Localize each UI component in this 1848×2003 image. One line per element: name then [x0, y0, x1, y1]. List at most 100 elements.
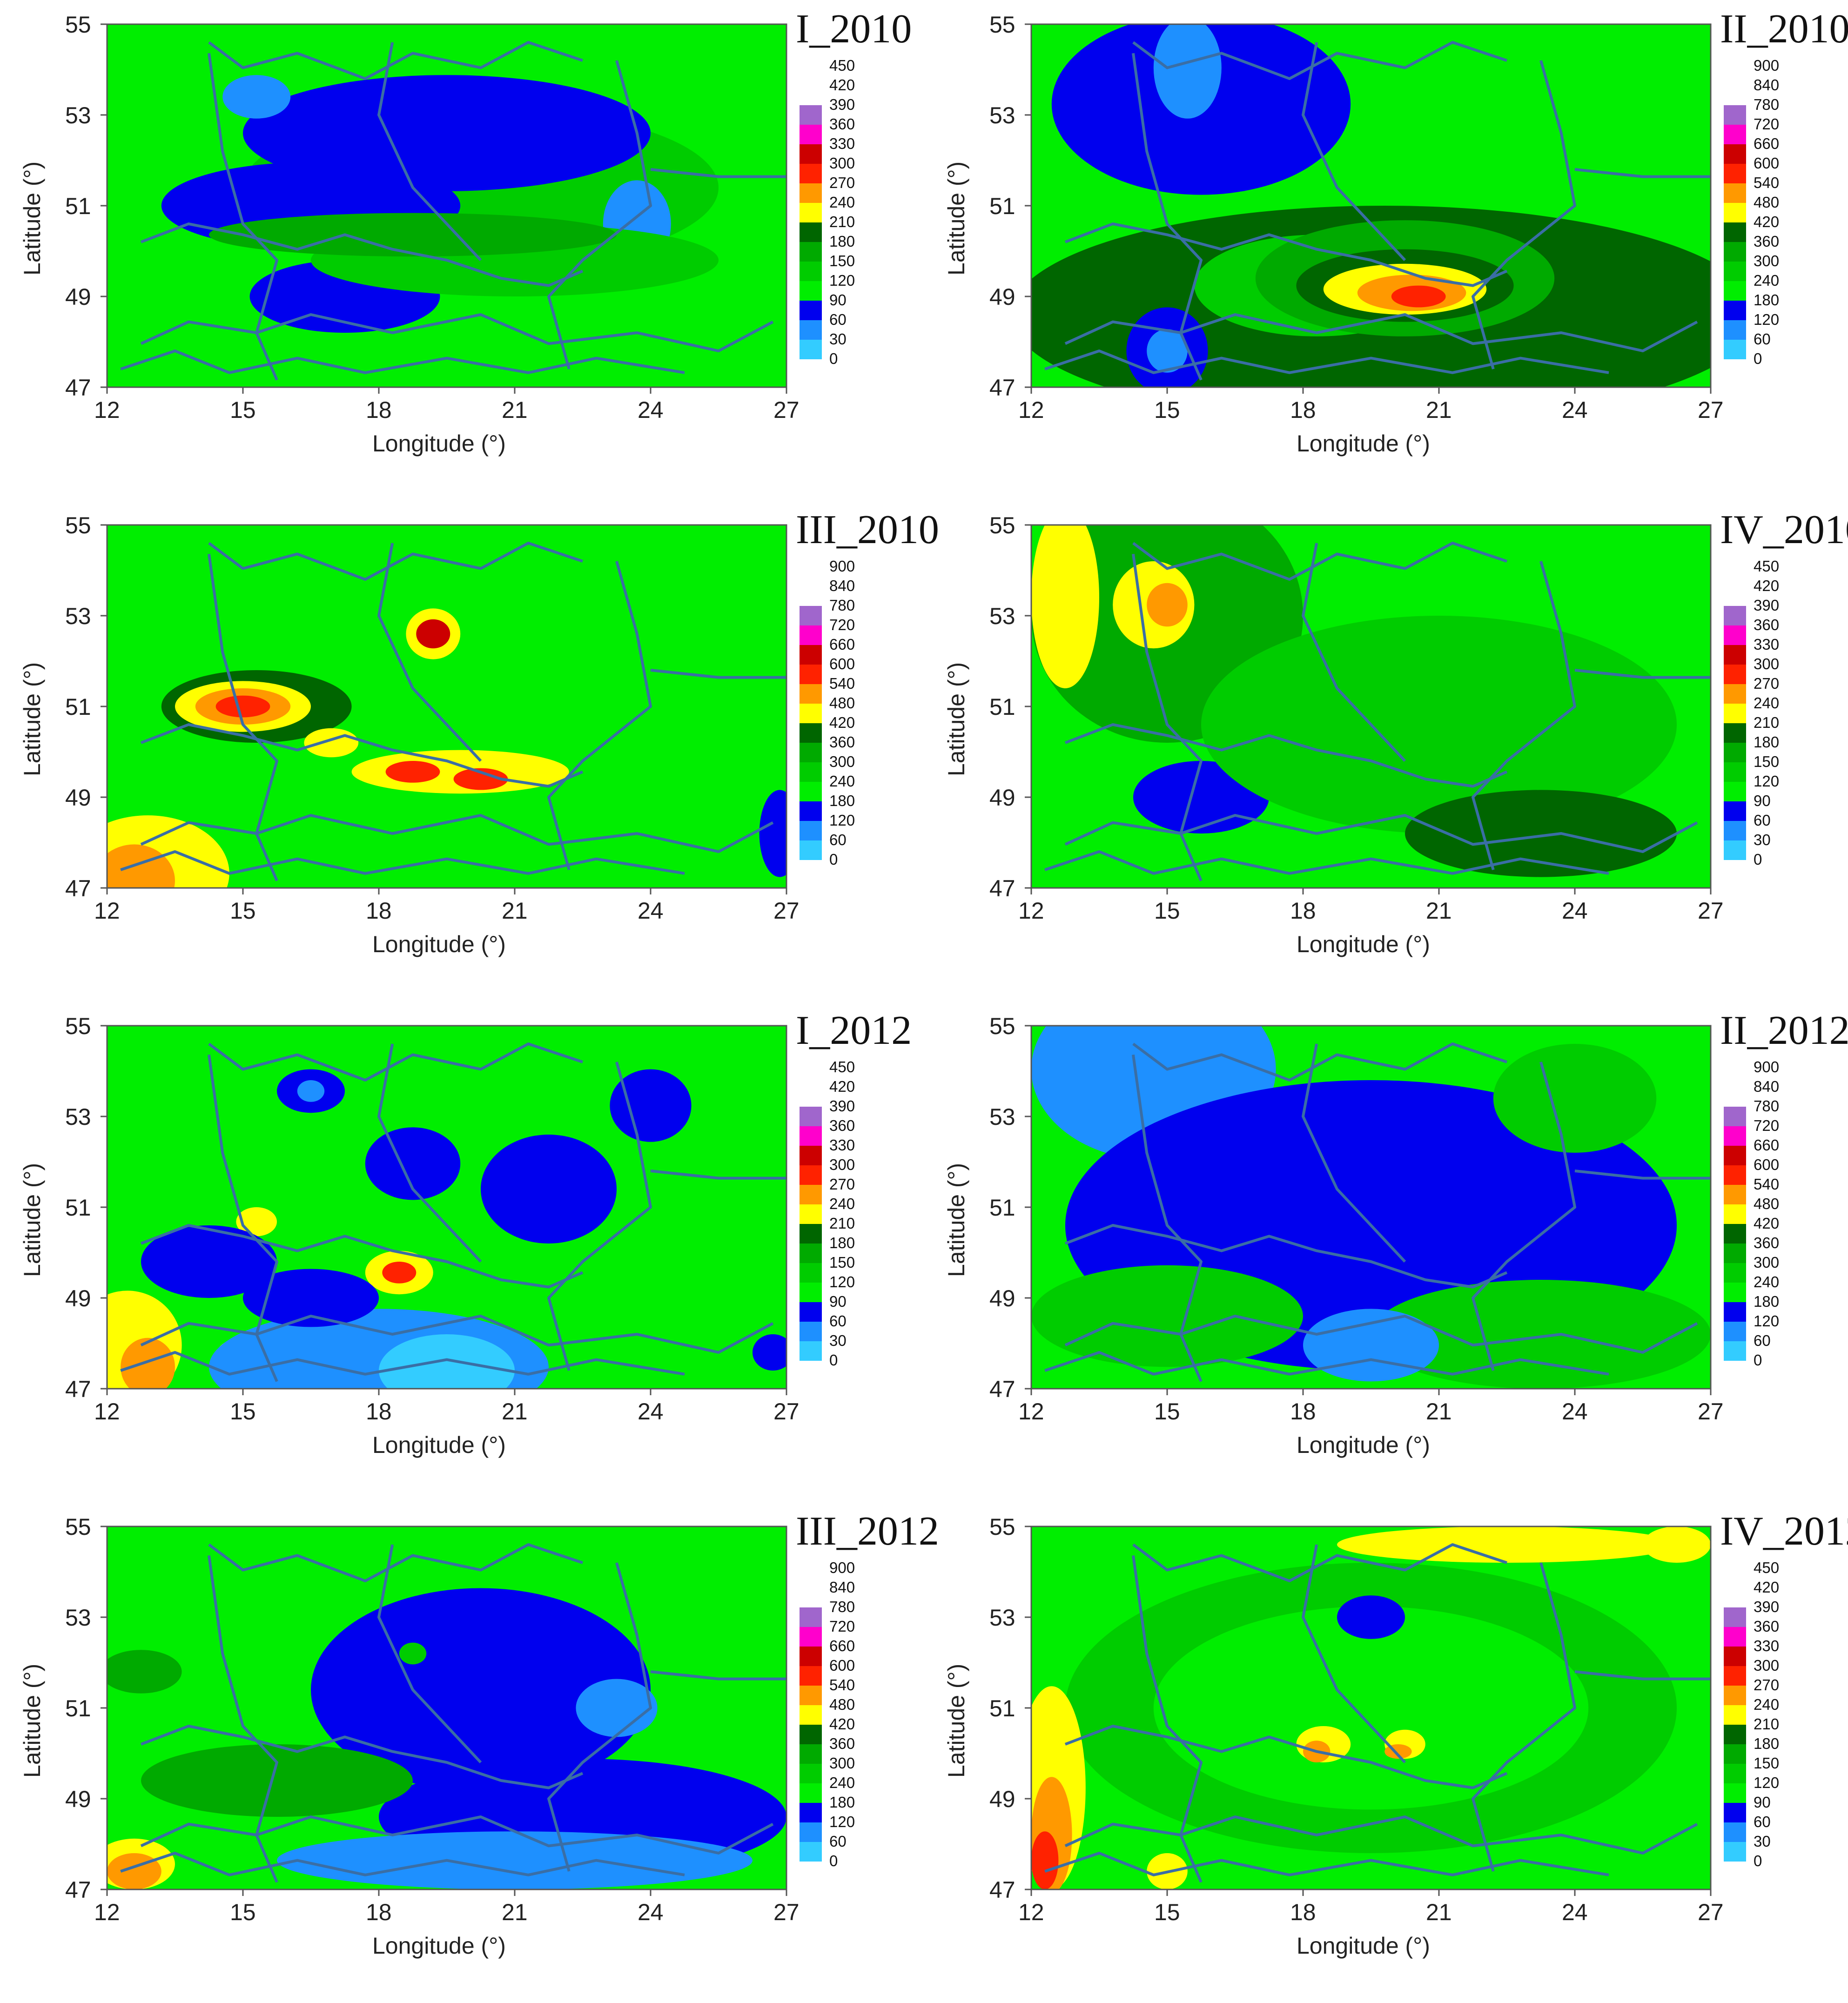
- y-tick-label: 55: [65, 12, 91, 38]
- legend-label: 330: [829, 135, 855, 152]
- legend-label: 840: [829, 1579, 855, 1596]
- legend-label: 360: [1754, 1234, 1780, 1251]
- x-tick-label: 21: [502, 1899, 528, 1925]
- legend-label: 150: [1754, 1754, 1780, 1772]
- x-tick-label: 12: [94, 397, 120, 423]
- legend-label: 540: [829, 675, 855, 692]
- x-axis-label: Longitude (°): [1297, 430, 1430, 457]
- y-axis-label: Latitude (°): [943, 1163, 969, 1277]
- x-tick-label: 27: [1698, 1398, 1724, 1425]
- y-tick-label: 49: [65, 785, 91, 811]
- legend-label: 90: [829, 291, 847, 309]
- country-border: [140, 1815, 774, 1855]
- x-tick-label: 18: [366, 1398, 392, 1425]
- panel-title: III_2010: [796, 507, 939, 552]
- y-tick-label: 51: [989, 1195, 1015, 1221]
- map-panel: 12 15 18 21 24 27 47 49 51 53 55 Longitude (°) Latit…: [924, 1502, 1848, 2003]
- legend-swatch: [800, 606, 822, 625]
- country-border: [140, 1224, 584, 1289]
- legend-label: 300: [1754, 252, 1780, 269]
- x-tick-label: 18: [1290, 397, 1316, 423]
- legend-label: 150: [829, 1254, 855, 1271]
- legend-label: 390: [829, 1097, 855, 1115]
- panel-title: IV_2010: [1720, 507, 1848, 552]
- country-border: [1132, 1054, 1203, 1382]
- legend-label: 330: [1754, 636, 1780, 653]
- legend-swatch: [1724, 1243, 1746, 1263]
- legend-swatch: [1724, 1107, 1746, 1126]
- legend-label: 660: [829, 636, 855, 653]
- x-axis-label: Longitude (°): [1297, 1432, 1430, 1458]
- legend-label: 480: [1754, 194, 1780, 211]
- x-tick-label: 15: [230, 1398, 256, 1425]
- legend-label: 240: [829, 1774, 855, 1791]
- y-tick-label: 53: [989, 102, 1015, 128]
- legend-swatch: [800, 144, 822, 164]
- country-border: [1302, 1544, 1406, 1764]
- contour-region: [215, 695, 270, 718]
- contour-region: [1493, 1044, 1657, 1153]
- y-tick-label: 47: [65, 1877, 91, 1903]
- x-tick-label: 27: [773, 898, 800, 924]
- legend-swatch: [800, 1126, 822, 1146]
- contour-region: [399, 1642, 427, 1665]
- legend-label: 30: [1754, 1833, 1771, 1850]
- contour-region: [1201, 616, 1677, 833]
- legend-swatch: [1724, 1204, 1746, 1224]
- contour-map: [1025, 1526, 1712, 1896]
- country-border: [1064, 1315, 1698, 1354]
- country-border: [140, 723, 584, 788]
- x-tick-label: 12: [94, 898, 120, 924]
- contour-region: [1405, 790, 1677, 877]
- legend-swatch: [1724, 125, 1746, 144]
- contour-region: [277, 1831, 753, 1889]
- legend-swatch: [1724, 625, 1746, 645]
- x-tick-label: 18: [1290, 898, 1316, 924]
- x-tick-label: 15: [1154, 898, 1180, 924]
- contour-region: [121, 1338, 175, 1389]
- legend-label: 420: [1754, 1579, 1780, 1596]
- panel-title: II_2012: [1720, 1008, 1848, 1053]
- x-tick-label: 12: [1018, 1899, 1044, 1925]
- legend-swatch: [800, 1764, 822, 1783]
- legend-swatch: [1724, 801, 1746, 821]
- legend-swatch: [800, 704, 822, 723]
- legend-label: 540: [1754, 1176, 1780, 1193]
- country-border: [1472, 561, 1576, 870]
- legend-swatch: [800, 1165, 822, 1185]
- contour-map: [101, 1025, 787, 1395]
- y-tick-label: 51: [989, 694, 1015, 720]
- legend-swatch: [1724, 1224, 1746, 1243]
- y-tick-label: 55: [989, 1013, 1015, 1039]
- legend-swatch: [1724, 144, 1746, 164]
- map-panel: 12 15 18 21 24 27 47 49 51 53 55 Longitude (°) Latit…: [0, 501, 939, 1002]
- country-border: [208, 1054, 278, 1382]
- y-tick-label: 53: [65, 102, 91, 128]
- legend-label: 180: [829, 792, 855, 809]
- legend-label: 390: [1754, 1598, 1780, 1615]
- x-tick-label: 18: [1290, 1398, 1316, 1425]
- y-tick-label: 53: [989, 1104, 1015, 1130]
- country-border: [547, 561, 652, 870]
- legend-label: 450: [829, 1058, 855, 1075]
- x-tick-label: 15: [1154, 1899, 1180, 1925]
- legend-swatch: [1724, 1283, 1746, 1302]
- legend-label: 90: [1754, 792, 1771, 809]
- legend-swatch: [800, 222, 822, 242]
- y-tick-label: 47: [989, 1877, 1015, 1903]
- country-border: [650, 1670, 786, 1680]
- x-tick-label: 21: [1426, 1398, 1452, 1425]
- x-tick-label: 24: [638, 1398, 664, 1425]
- legend-swatch: [1724, 1341, 1746, 1361]
- legend-swatch: [1724, 1627, 1746, 1647]
- legend-label: 360: [1754, 1618, 1780, 1635]
- legend-label: 420: [1754, 213, 1780, 230]
- legend-label: 270: [1754, 1676, 1780, 1694]
- legend-label: 300: [829, 1754, 855, 1772]
- y-tick-label: 47: [65, 1376, 91, 1402]
- legend-swatch: [800, 723, 822, 743]
- x-tick-label: 24: [1562, 898, 1588, 924]
- contour-region: [1391, 285, 1446, 308]
- legend-label: 420: [829, 1078, 855, 1095]
- x-tick-label: 24: [1562, 1899, 1588, 1925]
